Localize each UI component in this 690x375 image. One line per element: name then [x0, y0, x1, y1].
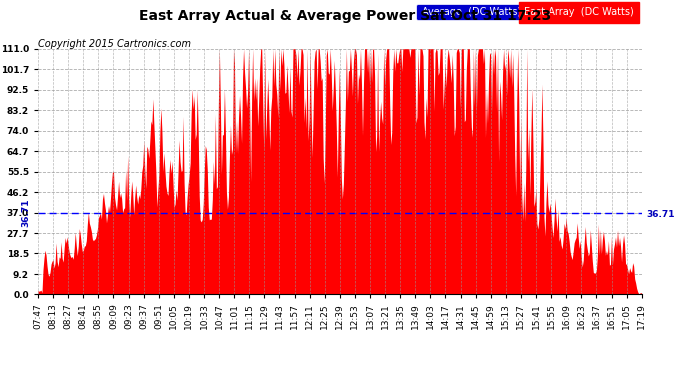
- Text: Copyright 2015 Cartronics.com: Copyright 2015 Cartronics.com: [38, 39, 191, 50]
- Text: 36.71: 36.71: [21, 199, 31, 227]
- Text: East Array Actual & Average Power Sat Oct 31 17:23: East Array Actual & Average Power Sat Oc…: [139, 9, 551, 23]
- Legend: Average  (DC Watts), East Array  (DC Watts): Average (DC Watts), East Array (DC Watts…: [416, 4, 637, 20]
